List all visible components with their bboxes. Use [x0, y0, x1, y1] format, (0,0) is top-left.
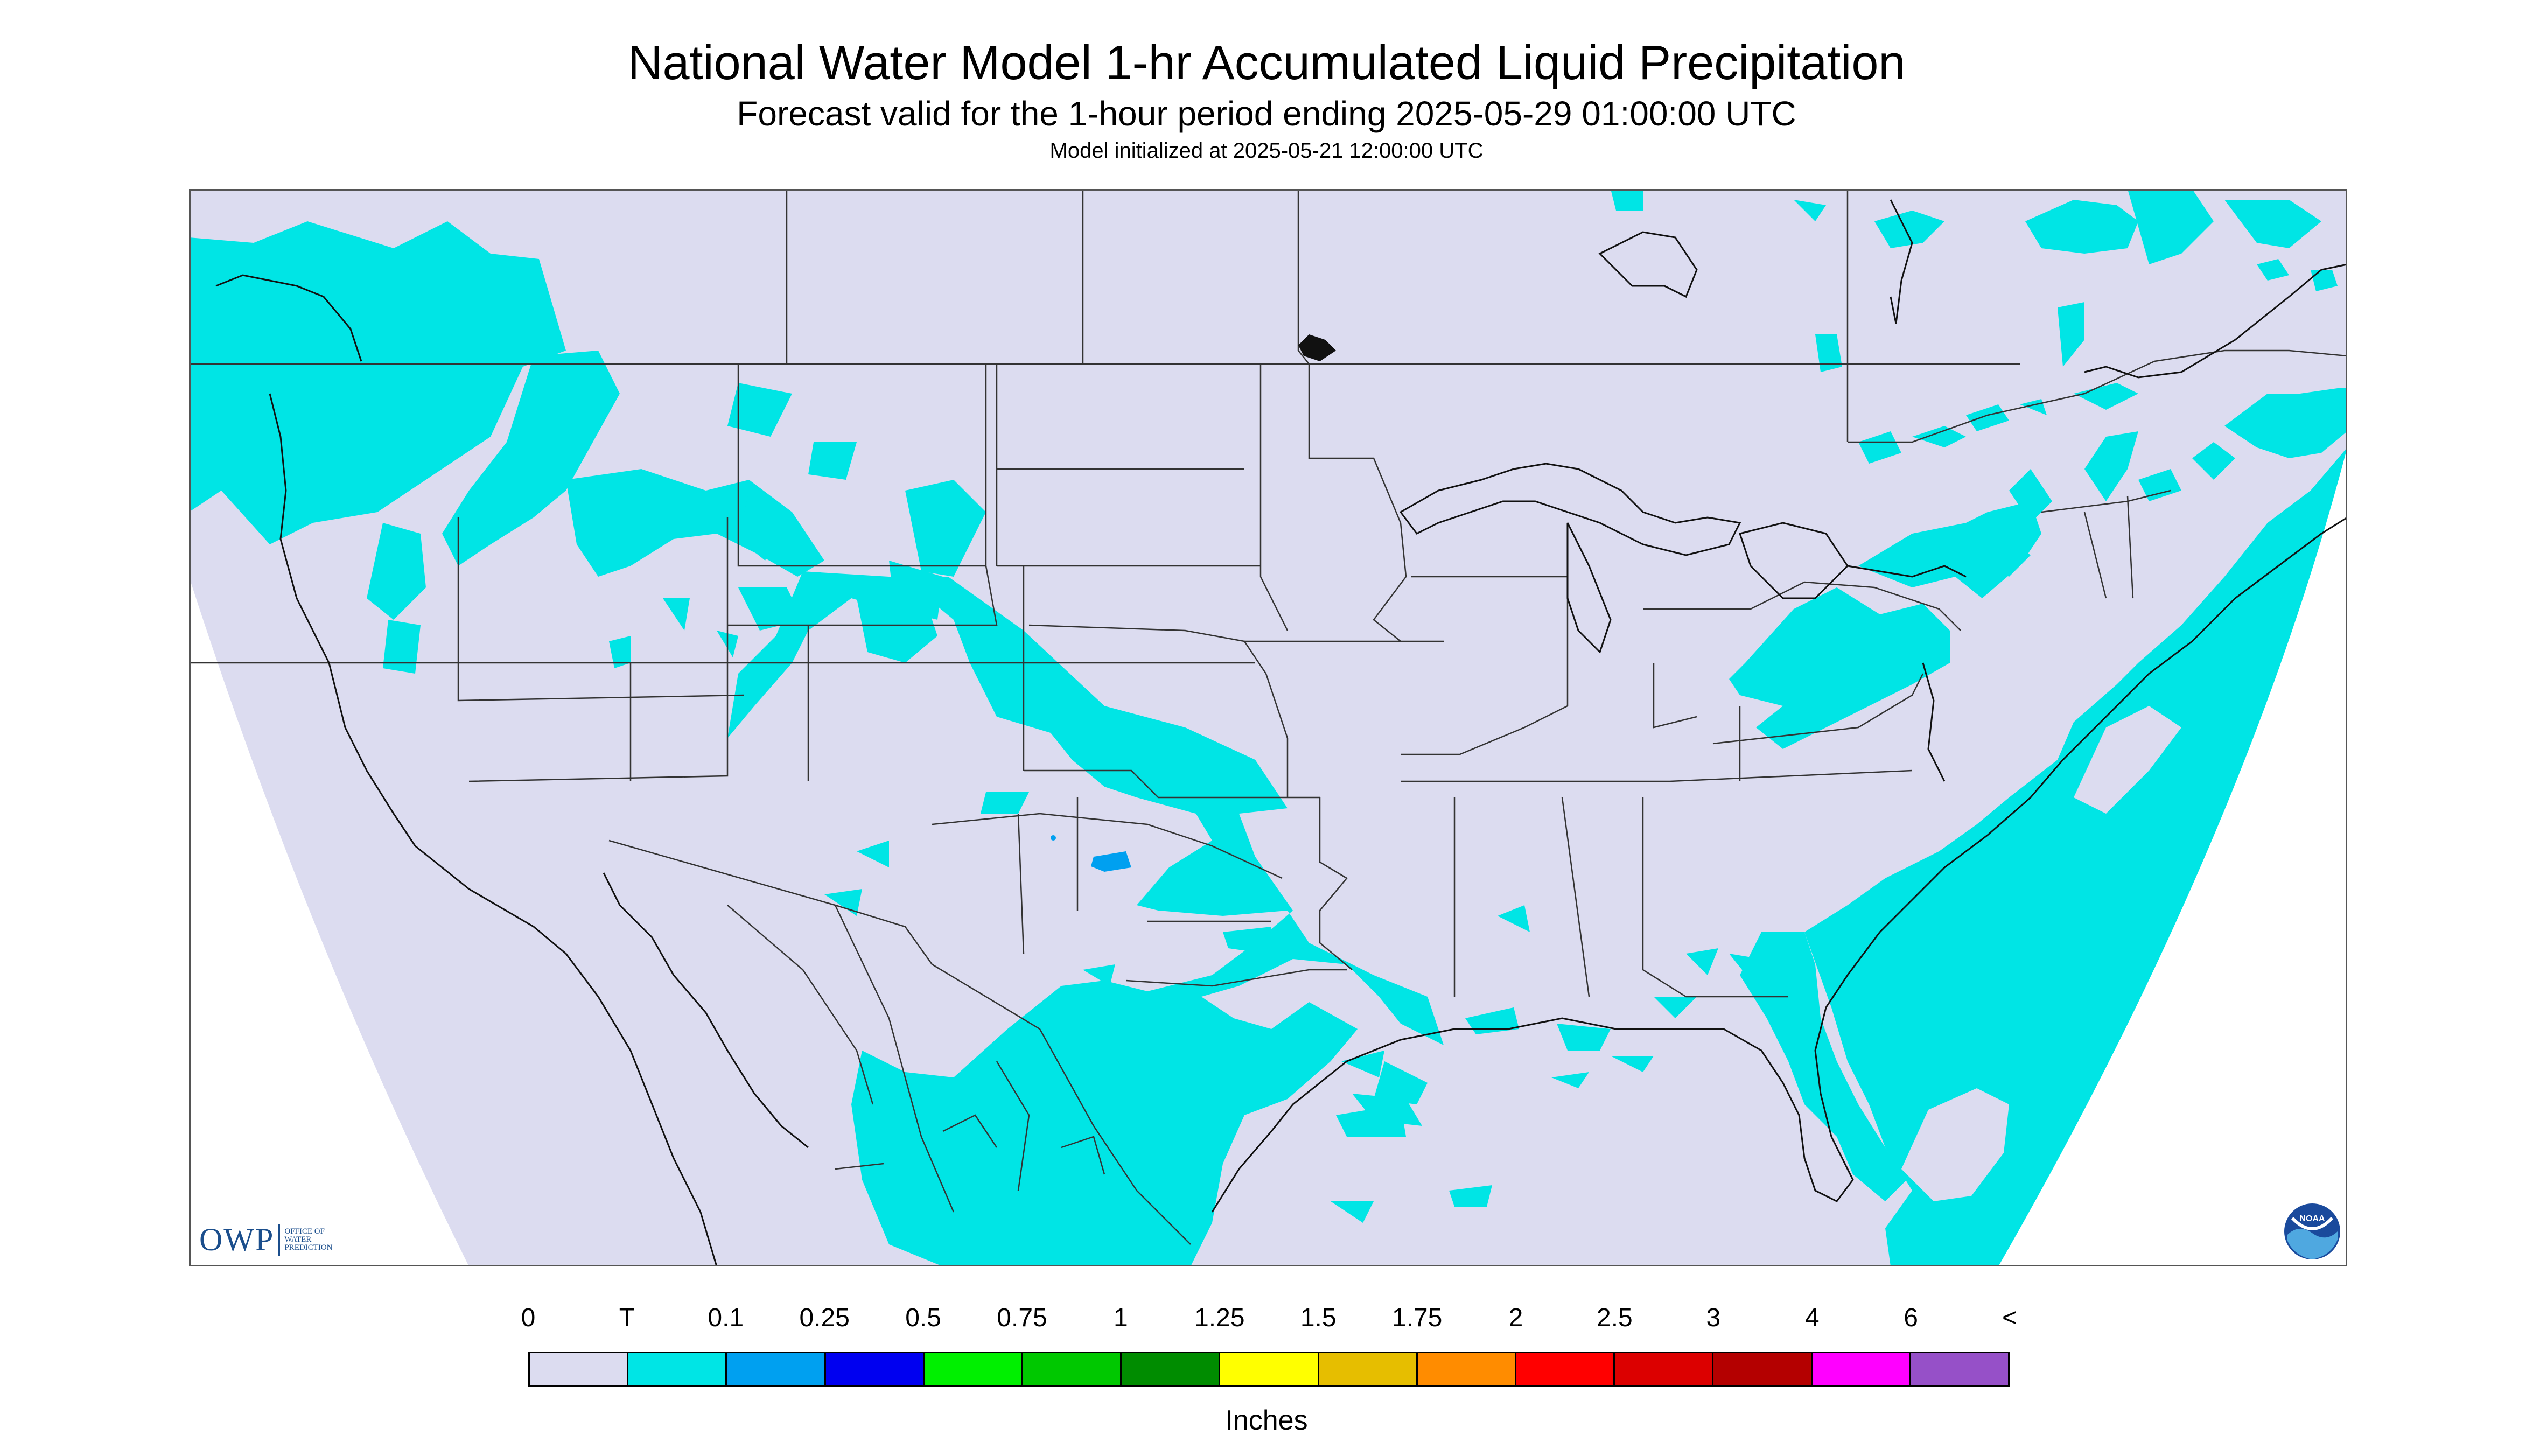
lake-of-the-woods: [1298, 334, 1336, 361]
precip-light-areas: [1051, 835, 1131, 872]
model-init-text: Model initialized at 2025-05-21 12:00:00…: [1049, 139, 1484, 163]
legend-swatch: [628, 1353, 727, 1385]
legend-tick-label: 1.75: [1391, 1304, 1443, 1332]
legend-swatch: [825, 1353, 925, 1385]
owp-logo-text: OWP: [199, 1222, 275, 1257]
map-canvas: [189, 189, 2347, 1266]
legend-tick-label: T: [619, 1304, 635, 1332]
legend-tick-label: 0.5: [905, 1304, 941, 1332]
legend-tick-label: 1.25: [1194, 1304, 1245, 1332]
noaa-logo: NOAA: [2283, 1202, 2342, 1261]
legend-tick-label: 1: [1114, 1304, 1128, 1332]
outside-projection: [189, 447, 2347, 1266]
coastline: [215, 199, 2347, 1266]
legend-units: Inches: [1225, 1405, 1308, 1436]
legend-tick-label: 1.5: [1300, 1304, 1337, 1332]
legend-tick-label: 4: [1804, 1304, 1820, 1332]
legend-tick-label: 2.5: [1597, 1304, 1633, 1332]
state-and-country-borders: [189, 189, 2347, 1245]
legend-swatch: [1319, 1353, 1418, 1385]
map-subtitle: Forecast valid for the 1-hour period end…: [737, 94, 1796, 133]
legend-tick-label: <: [2002, 1304, 2018, 1332]
legend-swatch: [1713, 1353, 1813, 1385]
legend-tick-label: 0.1: [708, 1304, 744, 1332]
legend-tick-label: 6: [1904, 1304, 1918, 1332]
legend-swatch: [1122, 1353, 1221, 1385]
legend-swatch: [924, 1353, 1024, 1385]
noaa-icon: NOAA: [2284, 1203, 2340, 1259]
legend-swatch: [530, 1353, 629, 1385]
legend-swatch: [1220, 1353, 1319, 1385]
legend-swatch: [1812, 1353, 1911, 1385]
legend-swatch: [1615, 1353, 1714, 1385]
legend-colorbar: [528, 1352, 2010, 1387]
owp-logo-divider: [278, 1224, 281, 1256]
legend-swatch: [1023, 1353, 1122, 1385]
legend-swatch: [1516, 1353, 1615, 1385]
legend-tick-label: 0.75: [997, 1304, 1047, 1332]
legend-swatch: [1911, 1353, 2009, 1385]
map-title: National Water Model 1-hr Accumulated Li…: [627, 36, 1906, 90]
legend-tick-label: 2: [1508, 1304, 1523, 1332]
legend-tick-label: 3: [1706, 1304, 1721, 1332]
svg-text:NOAA: NOAA: [2299, 1214, 2325, 1223]
map-frame: [189, 189, 2347, 1266]
legend-tick-label: 0: [521, 1304, 536, 1332]
legend-labels: 0 T 0.1 0.25 0.5 0.75 1 1.25 1.5 1.75 2 2.5 3 4 6 <: [0, 1303, 2533, 1335]
owp-logo: OWP OFFICE OF WATER PREDICTION: [199, 1221, 349, 1258]
legend-tick-label: 0.25: [799, 1304, 850, 1332]
legend-swatch: [1417, 1353, 1517, 1385]
precipitation-map[interactable]: [189, 189, 2347, 1266]
legend-swatch: [727, 1353, 826, 1385]
owp-logo-subtext: OFFICE OF WATER PREDICTION: [284, 1227, 333, 1252]
